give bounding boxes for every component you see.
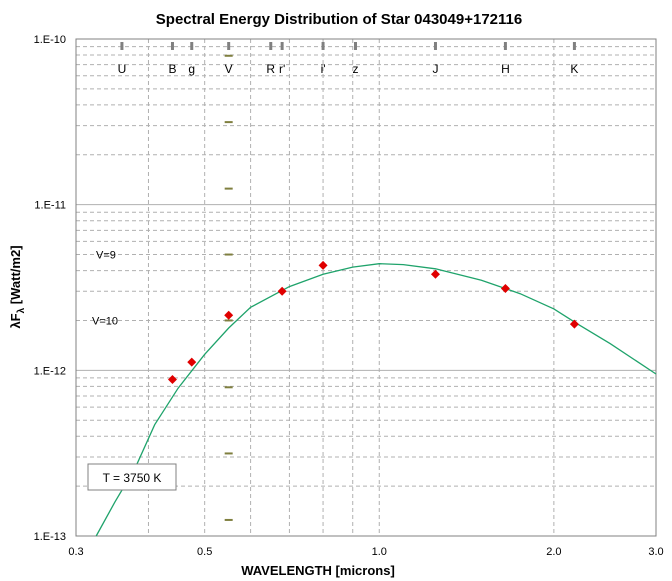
v-mag-label: V=10 [92, 315, 118, 327]
temperature-label: T = 3750 K [103, 471, 162, 485]
temperature-box-frame [87, 463, 177, 491]
y-tick-label: 1.E-10 [34, 34, 66, 46]
y-tick-labels: 1.E-10 1.E-11 1.E-12 1.E-13 [34, 34, 66, 543]
band-label-i': i' [321, 62, 326, 76]
band-label-J: J [432, 62, 438, 76]
x-tick-label: 2.0 [546, 546, 561, 558]
band-label-g: g [188, 62, 195, 76]
data-point [187, 357, 197, 367]
y-tick-label: 1.E-13 [34, 531, 66, 543]
band-label-r': r' [279, 62, 285, 76]
band-label-K: K [570, 62, 578, 76]
x-tick-labels: 0.3 0.5 1.0 2.0 3.0 [68, 546, 663, 558]
x-tick-label: 0.5 [197, 546, 212, 558]
chart-title: Spectral Energy Distribution of Star 043… [156, 11, 522, 28]
data-point [167, 375, 177, 385]
model-curve-line [95, 263, 657, 537]
y-axis-label-subscript: λ [16, 307, 27, 313]
x-tick-label: 0.3 [68, 546, 83, 558]
band-label-B: B [168, 62, 176, 76]
model-curve [95, 263, 657, 537]
band-label-z: z [353, 62, 359, 76]
data-point [569, 319, 579, 329]
y-axis-label: λFλ [Watt/m2] [8, 245, 27, 328]
data-point [224, 310, 234, 320]
y-tick-label: 1.E-12 [34, 365, 66, 377]
data-points [167, 260, 579, 385]
data-point [430, 269, 440, 279]
plot-frame [75, 38, 657, 537]
v-mag-label: V=9 [96, 250, 116, 262]
band-label-V: V [225, 62, 233, 76]
data-point [318, 260, 328, 270]
band-label-H: H [501, 62, 510, 76]
x-tick-label: 1.0 [372, 546, 387, 558]
x-tick-label: 3.0 [648, 546, 663, 558]
v-magnitude-markers: V=9 V=10 [92, 54, 233, 521]
temperature-box: T = 3750 K [87, 463, 177, 491]
band-label-U: U [118, 62, 127, 76]
y-axis-label-unit: [Watt/m2] [8, 245, 23, 307]
data-point [277, 286, 287, 296]
y-tick-label: 1.E-11 [34, 200, 66, 212]
x-axis-label: WAVELENGTH [microns] [241, 563, 395, 578]
grid-lines [76, 39, 656, 536]
y-axis-label-main: λF [8, 313, 23, 328]
band-label-R: R [266, 62, 275, 76]
data-point [500, 283, 510, 293]
